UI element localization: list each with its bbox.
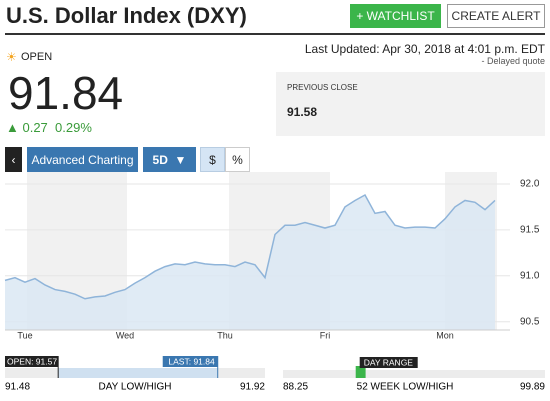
delayed-quote: Delayed quote	[486, 56, 545, 66]
area-fill	[5, 194, 495, 330]
dollar-toggle[interactable]: $	[200, 147, 225, 172]
line	[4, 193, 496, 300]
previous-close-box	[276, 72, 545, 136]
watchlist-button[interactable]: + WATCHLIST	[350, 4, 441, 28]
week52-label: 52 WEEK LOW/HIGH	[357, 382, 454, 393]
y-tick-label: 91.0	[520, 270, 540, 281]
week52-low: 88.25	[283, 382, 308, 393]
open-label-box	[5, 356, 59, 367]
open-label: OPEN: 91.57	[7, 356, 57, 366]
day-low: 91.48	[5, 382, 30, 393]
create-alert-button[interactable]: CREATE ALERT	[447, 4, 545, 28]
change: ▲ 0.27 0.29%	[6, 120, 92, 135]
market-status: OPEN	[21, 51, 53, 63]
header-rule	[5, 33, 545, 35]
percent-toggle[interactable]: %	[225, 147, 250, 172]
x-tick-label: Tue	[17, 330, 32, 340]
delayed-note: - Delayed quote	[481, 56, 545, 66]
day-range-marker-label: DAY RANGE	[364, 357, 414, 367]
last-updated: Last Updated: Apr 30, 2018 at 4:01 p.m. …	[304, 42, 545, 56]
y-tick-label: 92.0	[520, 179, 540, 190]
day-range-label: DAY LOW/HIGH	[99, 382, 172, 393]
x-tick-label: Wed	[116, 330, 134, 340]
day-range-label-box	[359, 357, 418, 368]
back-button[interactable]: ‹	[5, 147, 22, 172]
y-tick-label: 91.5	[520, 225, 540, 236]
range-label: 5D	[152, 152, 168, 167]
day-high: 91.92	[240, 382, 265, 393]
x-tick-label: Fri	[320, 330, 331, 340]
change-value: 0.27	[22, 120, 48, 135]
day-open-last-bar	[58, 368, 218, 378]
x-tick-label: Mon	[436, 330, 454, 340]
week52-high: 99.89	[520, 382, 545, 393]
page-title: U.S. Dollar Index (DXY)	[6, 3, 247, 28]
last-label: LAST: 91.84	[168, 356, 215, 366]
sun-icon: ☀	[6, 50, 17, 64]
change-percent: 0.29%	[55, 120, 92, 135]
advanced-charting-button[interactable]: Advanced Charting	[27, 147, 138, 172]
x-tick-label: Thu	[217, 330, 233, 340]
week52-track	[283, 370, 545, 378]
previous-close: 91.58	[287, 105, 318, 119]
y-tick-label: 90.5	[520, 316, 540, 327]
price: 91.84	[8, 67, 124, 119]
day-range-marker	[355, 366, 366, 378]
previous-close-label: PREVIOUS CLOSE	[287, 83, 358, 92]
range-selector[interactable]: 5D ▼	[143, 147, 196, 172]
last-label-box	[162, 356, 218, 367]
